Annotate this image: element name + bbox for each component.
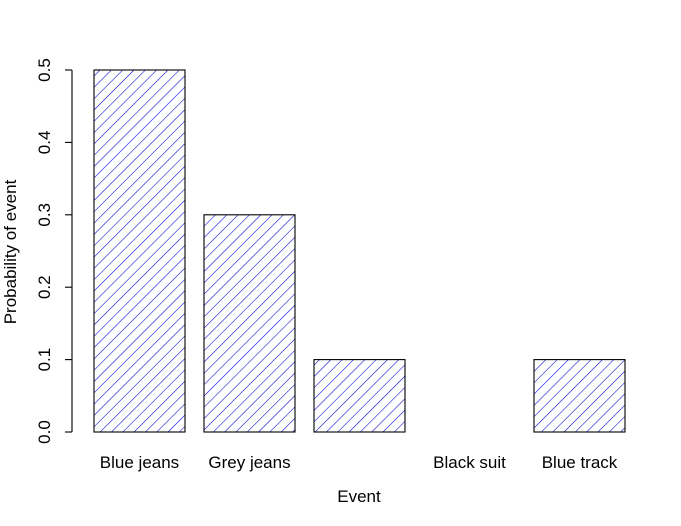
bars-group [93, 69, 626, 433]
x-tick-label-3: Black suit [433, 453, 506, 472]
y-axis-title: Probability of event [1, 179, 20, 324]
y-tick-label-3: 0.3 [35, 203, 54, 227]
y-tick-label-1: 0.1 [35, 348, 54, 372]
y-tick-label-0: 0.0 [35, 420, 54, 444]
y-axis: 0.0 0.1 0.2 0.3 0.4 0.5 [35, 58, 73, 444]
x-tick-label-4: Blue track [542, 453, 618, 472]
bar-4 [533, 359, 626, 433]
bar-2 [313, 359, 406, 433]
y-tick-label-5: 0.5 [35, 58, 54, 82]
x-tick-label-1: Grey jeans [208, 453, 290, 472]
x-axis-title: Event [337, 487, 381, 506]
x-axis-labels: Blue jeans Grey jeans Black suit Blue track [100, 453, 618, 472]
y-tick-label-4: 0.4 [35, 131, 54, 155]
x-tick-label-0: Blue jeans [100, 453, 179, 472]
y-tick-label-2: 0.2 [35, 275, 54, 299]
bar-0 [93, 69, 186, 433]
bar-1 [203, 214, 296, 433]
